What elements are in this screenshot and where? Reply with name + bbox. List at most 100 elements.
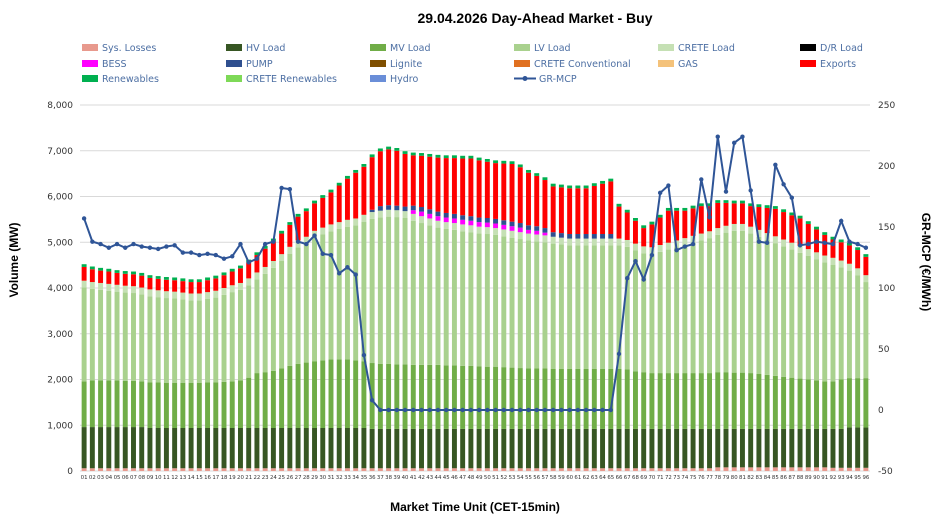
bar-segment xyxy=(460,468,466,471)
mcp-point xyxy=(847,239,852,244)
bar-segment xyxy=(484,366,490,429)
bar-segment xyxy=(213,382,219,428)
legend-item: Exports xyxy=(800,59,856,70)
bar-segment xyxy=(789,428,795,468)
bar-segment xyxy=(180,299,186,383)
bar-segment xyxy=(229,381,235,428)
bar-segment xyxy=(846,270,852,379)
x-tick-label: 27 xyxy=(295,475,302,481)
x-tick-label: 63 xyxy=(591,475,598,481)
bar-segment xyxy=(657,251,663,374)
bar-segment xyxy=(698,468,704,471)
bar-segment xyxy=(756,229,762,237)
bar-segment xyxy=(698,206,704,234)
bar-segment xyxy=(838,267,844,380)
bar-segment xyxy=(172,277,178,281)
bar-segment xyxy=(534,234,540,242)
legend-swatch xyxy=(658,60,674,67)
bar-segment xyxy=(509,164,515,222)
bar-segment xyxy=(846,245,852,264)
bar-segment xyxy=(665,428,671,469)
bar-segment xyxy=(221,427,227,469)
bar-segment xyxy=(451,155,457,159)
mcp-point xyxy=(666,183,671,188)
bar-segment xyxy=(238,268,243,283)
bar-segment xyxy=(855,247,861,251)
bar-stack xyxy=(254,252,260,471)
bar-segment xyxy=(238,265,243,269)
bar-stack xyxy=(98,267,104,471)
x-tick-label: 94 xyxy=(846,475,853,481)
bar-segment xyxy=(814,252,819,260)
mcp-point xyxy=(164,244,169,249)
legend-item: LV Load xyxy=(514,43,571,54)
bar-segment xyxy=(822,381,828,429)
bar-segment xyxy=(674,247,680,374)
y-tick-label: 6,000 xyxy=(47,193,73,203)
bar-segment xyxy=(419,153,424,156)
bar-segment xyxy=(657,244,663,252)
bar-segment xyxy=(476,428,482,469)
bar-segment xyxy=(312,203,317,231)
bar-segment xyxy=(641,372,647,429)
bar-segment xyxy=(163,291,169,299)
bar-segment xyxy=(122,380,128,428)
bar-segment xyxy=(312,200,317,204)
bar-segment xyxy=(781,376,787,429)
bar-segment xyxy=(575,185,581,189)
y-tick-label: 3,000 xyxy=(47,330,73,340)
x-tick-label: 15 xyxy=(196,475,203,481)
bar-segment xyxy=(781,428,787,468)
bar-segment xyxy=(369,209,375,213)
bar-segment xyxy=(805,379,811,429)
x-tick-label: 32 xyxy=(336,475,343,481)
mcp-point xyxy=(328,252,334,258)
x-tick-label: 01 xyxy=(81,475,88,481)
bar-stack xyxy=(221,272,227,471)
bar-segment xyxy=(550,183,556,187)
mcp-point xyxy=(172,243,177,248)
bar-segment xyxy=(838,242,844,261)
bar-segment xyxy=(147,275,153,278)
bar-stack xyxy=(89,266,95,471)
bar-segment xyxy=(460,158,466,216)
bar-stack xyxy=(707,203,712,471)
bar-segment xyxy=(657,468,663,471)
bar-segment xyxy=(772,467,778,471)
bar-segment xyxy=(715,228,721,235)
bar-segment xyxy=(320,195,326,198)
bar-segment xyxy=(229,292,235,382)
bar-segment xyxy=(295,247,301,364)
bar-segment xyxy=(633,428,638,469)
x-tick-label: 85 xyxy=(772,475,779,481)
bar-segment xyxy=(830,236,836,240)
bar-segment xyxy=(739,230,745,373)
bar-segment xyxy=(196,468,202,471)
x-tick-label: 50 xyxy=(484,475,491,481)
bar-segment xyxy=(756,428,762,468)
bar-segment xyxy=(122,427,128,469)
bar-segment xyxy=(567,245,573,369)
bar-stack xyxy=(320,195,326,471)
gridlines xyxy=(80,104,870,472)
bar-segment xyxy=(846,427,852,468)
bar-segment xyxy=(270,468,276,471)
bar-segment xyxy=(254,255,260,273)
bar-segment xyxy=(731,230,737,373)
legend-item: PUMP xyxy=(226,59,273,70)
bar-segment xyxy=(526,468,531,471)
legend-swatch xyxy=(82,75,98,82)
bar-segment xyxy=(410,152,416,156)
mcp-point xyxy=(345,265,350,270)
bar-segment xyxy=(731,200,737,204)
bar-stack xyxy=(534,173,540,471)
x-tick-label: 88 xyxy=(797,475,804,481)
bar-segment xyxy=(221,468,227,471)
bar-segment xyxy=(386,205,392,210)
bar-segment xyxy=(386,149,392,206)
bar-segment xyxy=(501,236,507,368)
bar-segment xyxy=(567,368,573,429)
bar-stack xyxy=(443,155,449,471)
bar-segment xyxy=(558,184,564,188)
mcp-point xyxy=(773,162,778,167)
